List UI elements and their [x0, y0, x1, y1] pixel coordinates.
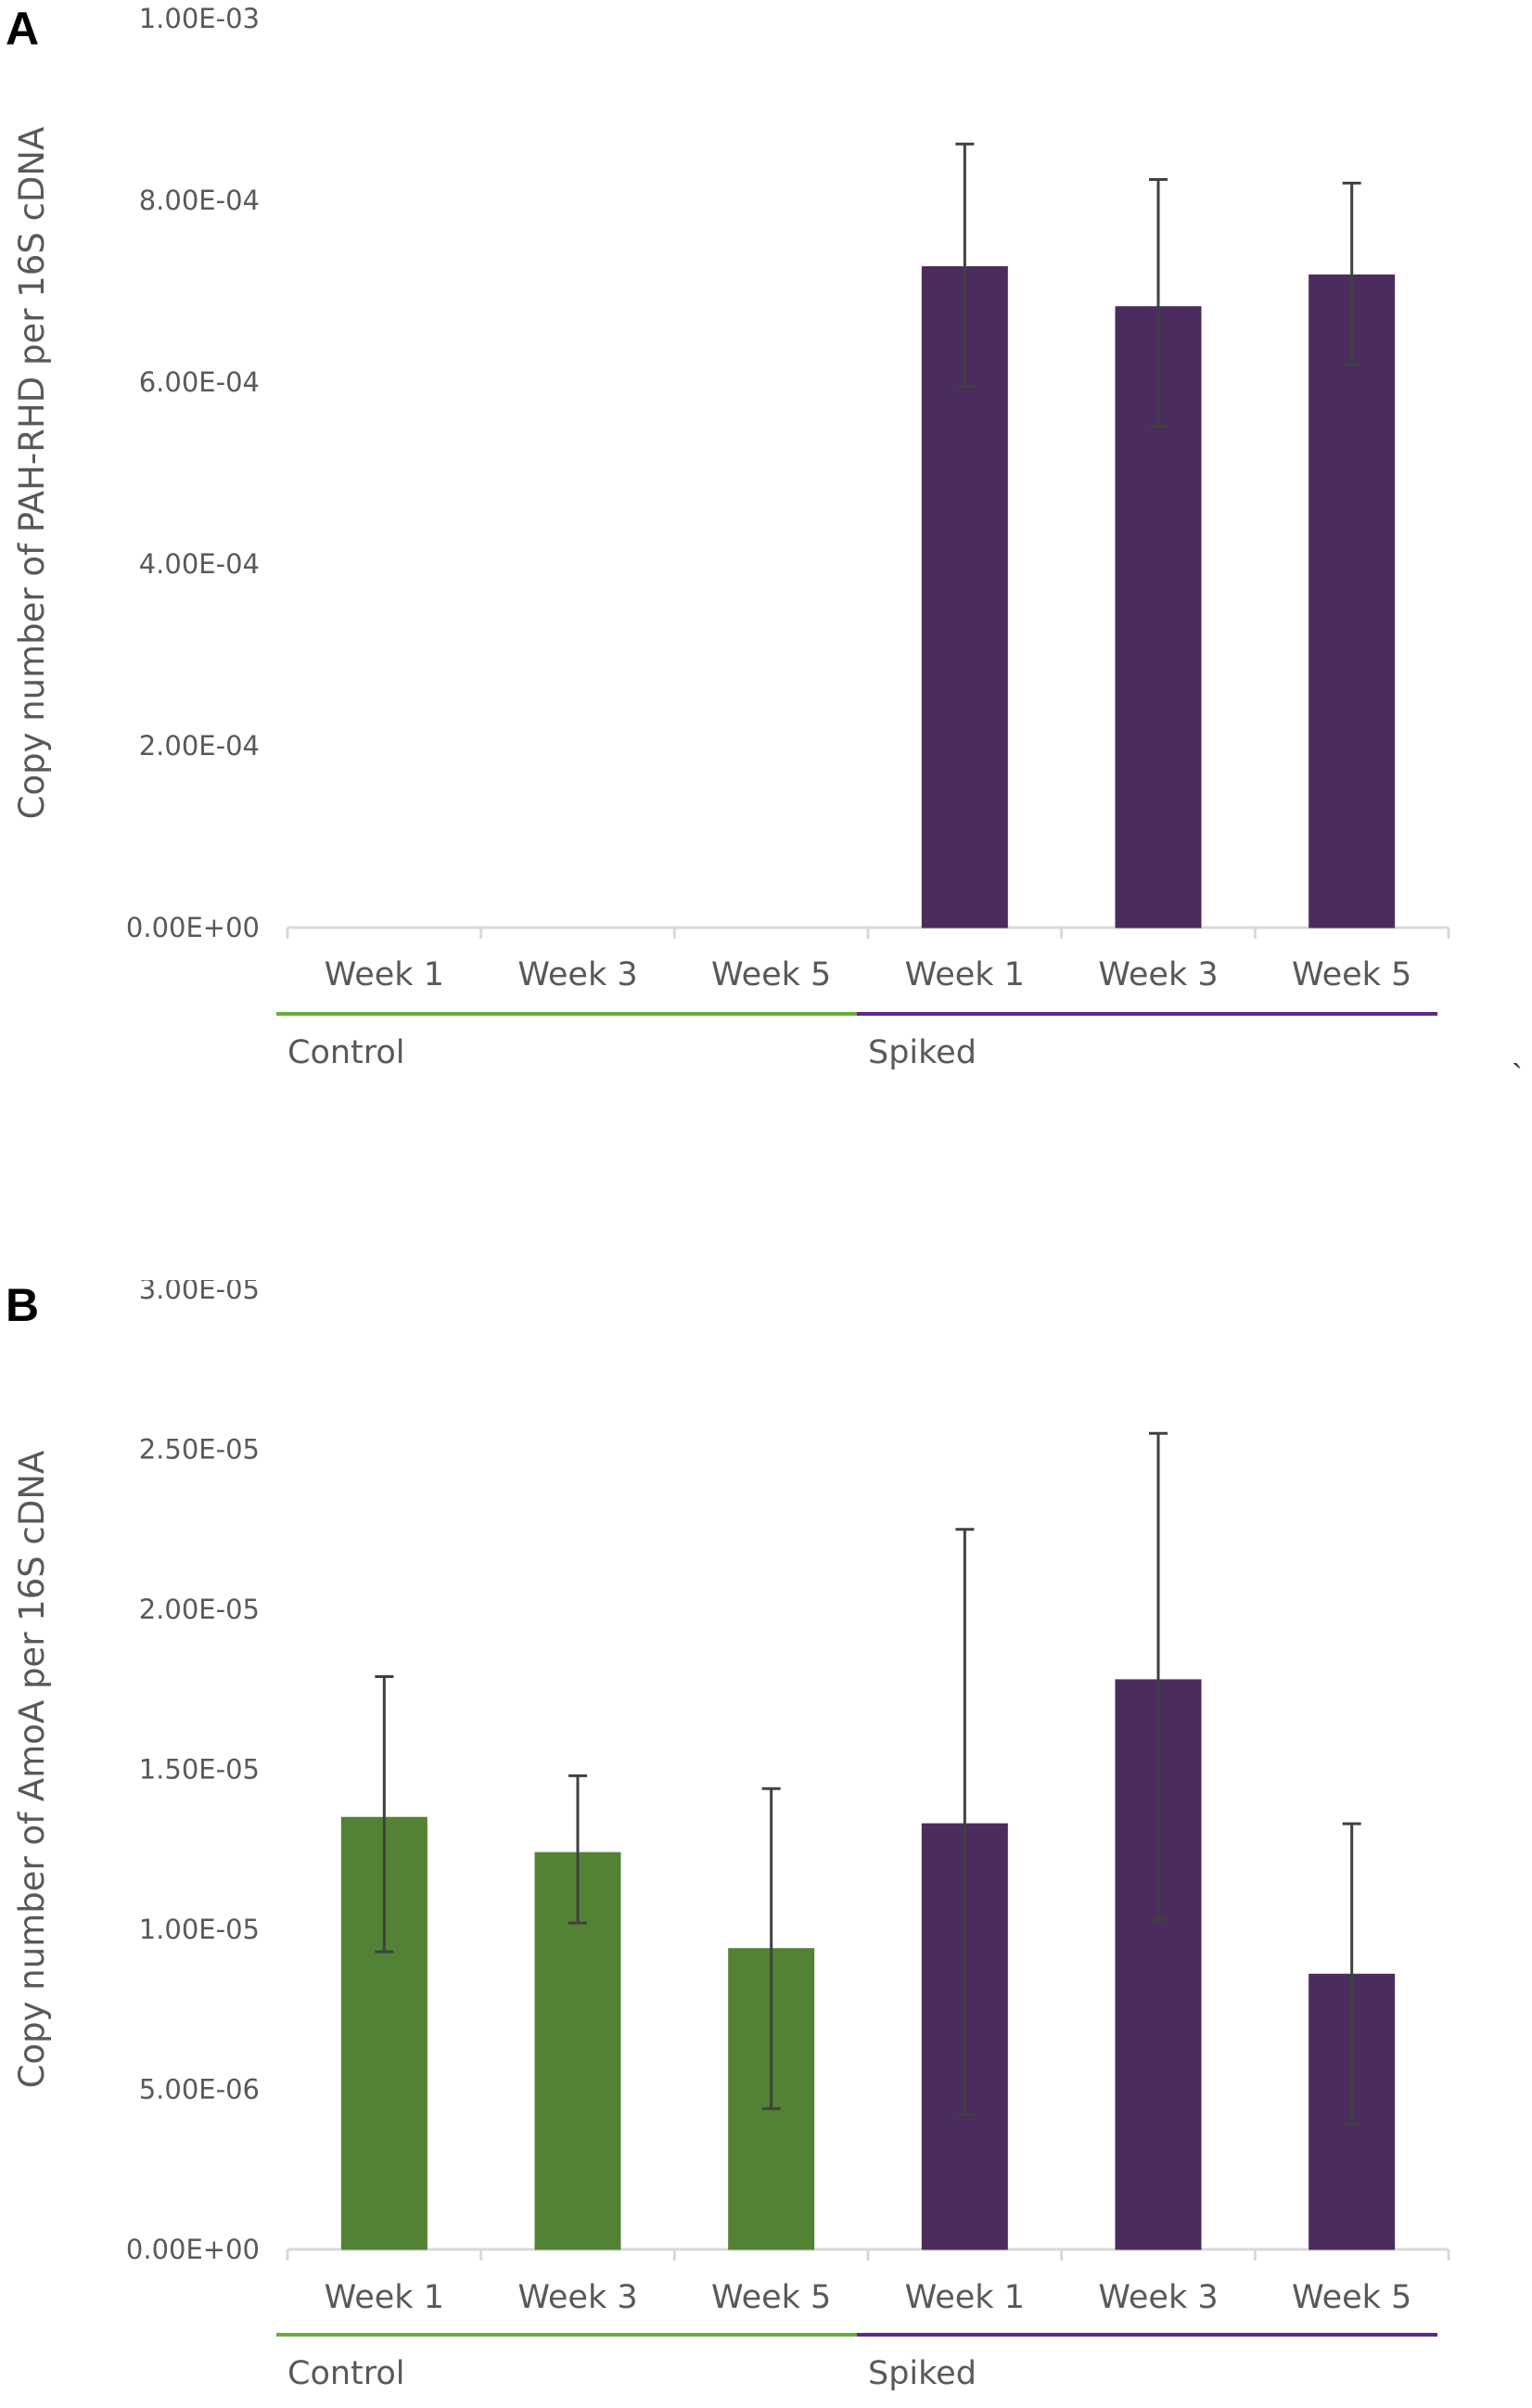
x-category-label: Week 1 [905, 2279, 1025, 2316]
chart-a: 0.00E+00 2.00E-04 4.00E-04 6.00E-04 8.00E-04… [12, 3, 1450, 1071]
panel-letter-b: B [6, 1279, 40, 1331]
y-tick-label: 2.50E-05 [139, 1434, 260, 1466]
y-tick-label: 4.00E-04 [139, 548, 260, 580]
group-label-spiked: Spiked [868, 1034, 977, 1071]
bar-spiked-week-5 [1309, 274, 1396, 929]
x-category-label: Week 5 [1292, 2279, 1411, 2316]
x-category-label: Week 1 [325, 2279, 444, 2316]
y-tick-label: 3.00E-05 [139, 1280, 260, 1305]
x-category-label: Week 3 [517, 2279, 637, 2316]
group-label-control: Control [287, 1034, 405, 1071]
stray-mark: ` [1512, 1057, 1523, 1095]
x-category-label: Week 1 [325, 956, 444, 993]
y-tick-label: 1.00E-03 [139, 3, 260, 34]
y-tick-label: 2.00E-04 [139, 730, 260, 762]
y-tick-label: 8.00E-04 [139, 185, 260, 216]
panel-b: B 0.00E+00 5.00E-06 1.00E-05 1.50E-05 2.00E-… [0, 1279, 1532, 2408]
x-category-label: Week 5 [711, 2279, 831, 2316]
y-tick-label: 6.00E-04 [139, 366, 260, 398]
chart-b: 0.00E+00 5.00E-06 1.00E-05 1.50E-05 2.00E-05… [12, 1280, 1450, 2392]
x-category-label: Week 3 [1098, 956, 1218, 993]
group-label-spiked: Spiked [868, 2355, 977, 2392]
x-category-label: Week 1 [905, 956, 1025, 993]
y-axis-title: Copy number of PAH-RHD per 16S cDNA [12, 127, 52, 820]
y-tick-label: 1.50E-05 [139, 1754, 260, 1786]
y-tick-label: 0.00E+00 [126, 2234, 260, 2265]
y-tick-label: 5.00E-06 [139, 2074, 260, 2106]
y-tick-label: 0.00E+00 [126, 912, 260, 943]
panel-letter-a: A [6, 3, 40, 55]
group-label-control: Control [287, 2355, 405, 2392]
y-tick-label: 2.00E-05 [139, 1594, 260, 1625]
x-category-label: Week 5 [1292, 956, 1411, 993]
x-category-label: Week 5 [711, 956, 831, 993]
y-tick-label: 1.00E-05 [139, 1914, 260, 1945]
x-category-label: Week 3 [517, 956, 637, 993]
panel-a: A 0.00E+00 2.00E-04 4.00E-04 6.00E-04 8.00E-… [6, 3, 1450, 1071]
x-category-label: Week 3 [1098, 2279, 1218, 2316]
y-axis-title: Copy number of AmoA per 16S cDNA [12, 1451, 52, 2089]
